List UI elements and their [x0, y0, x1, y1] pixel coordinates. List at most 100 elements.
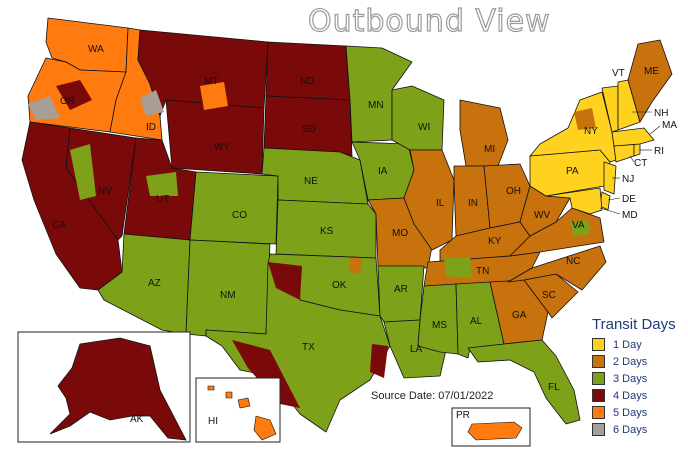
- legend-title: Transit Days: [592, 316, 676, 333]
- label-NJ: NJ: [622, 174, 634, 185]
- legend-swatch: [592, 355, 605, 368]
- label-PA: PA: [566, 166, 579, 177]
- state-PR[interactable]: [467, 421, 523, 441]
- state-ME[interactable]: [627, 39, 673, 123]
- state-VA[interactable]: [509, 207, 605, 257]
- label-WV: WV: [534, 210, 550, 221]
- legend-label: 4 Days: [613, 389, 648, 402]
- label-MS: MS: [432, 320, 447, 331]
- label-HI: HI: [208, 416, 218, 427]
- label-MT: MT: [204, 76, 218, 87]
- legend-item: 4 Days: [592, 387, 688, 404]
- label-NH: NH: [654, 108, 668, 119]
- label-OR: OR: [60, 96, 75, 107]
- legend-item: 2 Days: [592, 353, 688, 370]
- label-WY: WY: [214, 142, 230, 153]
- state-TX[interactable]: [205, 263, 391, 433]
- state-labels: WA OR CA ID NV MT WY UT AZ CO NM ND SD N…: [52, 44, 677, 427]
- state-ND[interactable]: [265, 41, 351, 101]
- label-MI: MI: [484, 144, 495, 155]
- legend-label: 5 Days: [613, 406, 648, 419]
- label-NY: NY: [584, 126, 598, 137]
- state-MI[interactable]: [459, 99, 509, 167]
- label-NM: NM: [220, 290, 236, 301]
- label-TN: TN: [476, 266, 489, 277]
- label-UT: UT: [156, 194, 169, 205]
- label-SC: SC: [542, 290, 556, 301]
- label-FL: FL: [548, 382, 560, 393]
- label-KS: KS: [320, 226, 334, 237]
- legend-item: 6 Days: [592, 421, 688, 438]
- label-IA: IA: [378, 166, 388, 177]
- label-AZ: AZ: [148, 278, 161, 289]
- legend: Transit Days 1 Day 2 Days 3 Days 4 Days 5 Da…: [592, 316, 688, 438]
- state-KS[interactable]: [275, 199, 377, 259]
- label-ID: ID: [146, 122, 156, 133]
- label-KY: KY: [488, 236, 502, 247]
- state-NJ[interactable]: [603, 161, 617, 195]
- label-leaders: [599, 111, 661, 215]
- state-CT[interactable]: [613, 143, 635, 163]
- state-NC[interactable]: [507, 245, 607, 291]
- legend-swatch: [592, 338, 605, 351]
- label-MA: MA: [662, 120, 677, 131]
- label-MN: MN: [368, 100, 384, 111]
- label-PR: PR: [456, 410, 470, 421]
- label-CA: CA: [52, 220, 66, 231]
- zone-overlays: [28, 40, 596, 408]
- state-CO[interactable]: [189, 171, 279, 245]
- label-ND: ND: [300, 76, 314, 87]
- state-MA[interactable]: [611, 127, 655, 147]
- legend-label: 3 Days: [613, 372, 648, 385]
- label-MD: MD: [622, 210, 638, 221]
- label-GA: GA: [512, 310, 527, 321]
- label-IL: IL: [436, 198, 445, 209]
- map-title: Outbound View: [307, 3, 551, 39]
- source-date: Source Date: 07/01/2022: [371, 390, 494, 402]
- legend-item: 5 Days: [592, 404, 688, 421]
- legend-item: 1 Day: [592, 336, 688, 353]
- label-CO: CO: [232, 210, 247, 221]
- legend-swatch: [592, 406, 605, 419]
- legend-item: 3 Days: [592, 370, 688, 387]
- label-NE: NE: [304, 176, 318, 187]
- state-MD[interactable]: [545, 187, 603, 215]
- label-RI: RI: [654, 146, 664, 157]
- legend-swatch: [592, 423, 605, 436]
- legend-label: 1 Day: [613, 338, 642, 351]
- label-AR: AR: [394, 284, 408, 295]
- label-VA: VA: [572, 220, 585, 231]
- hawaii-inset: [195, 377, 281, 443]
- label-OK: OK: [332, 280, 347, 291]
- label-SD: SD: [302, 124, 316, 135]
- legend-swatch: [592, 372, 605, 385]
- state-FL[interactable]: [467, 339, 581, 425]
- legend-label: 2 Days: [613, 355, 648, 368]
- label-NV: NV: [98, 186, 112, 197]
- legend-swatch: [592, 389, 605, 402]
- state-MS[interactable]: [417, 283, 459, 355]
- state-HI[interactable]: [207, 385, 277, 441]
- label-AL: AL: [470, 316, 483, 327]
- state-WY[interactable]: [165, 99, 265, 175]
- state-AK[interactable]: [49, 337, 187, 441]
- alaska-inset: [17, 331, 191, 443]
- state-NM[interactable]: [185, 239, 271, 337]
- pr-inset: [451, 407, 531, 447]
- label-LA: LA: [410, 344, 423, 355]
- state-RI[interactable]: [633, 143, 641, 157]
- state-NY[interactable]: [529, 91, 617, 163]
- label-OH: OH: [506, 186, 521, 197]
- state-IL[interactable]: [403, 149, 455, 251]
- state-WI[interactable]: [391, 85, 445, 151]
- label-CT: CT: [634, 158, 647, 169]
- label-IN: IN: [468, 198, 478, 209]
- label-NC: NC: [566, 256, 580, 267]
- label-ME: ME: [644, 66, 659, 77]
- label-WI: WI: [418, 122, 430, 133]
- label-DE: DE: [622, 194, 636, 205]
- label-TX: TX: [302, 342, 315, 353]
- label-VT: VT: [612, 68, 625, 79]
- label-MO: MO: [392, 228, 408, 239]
